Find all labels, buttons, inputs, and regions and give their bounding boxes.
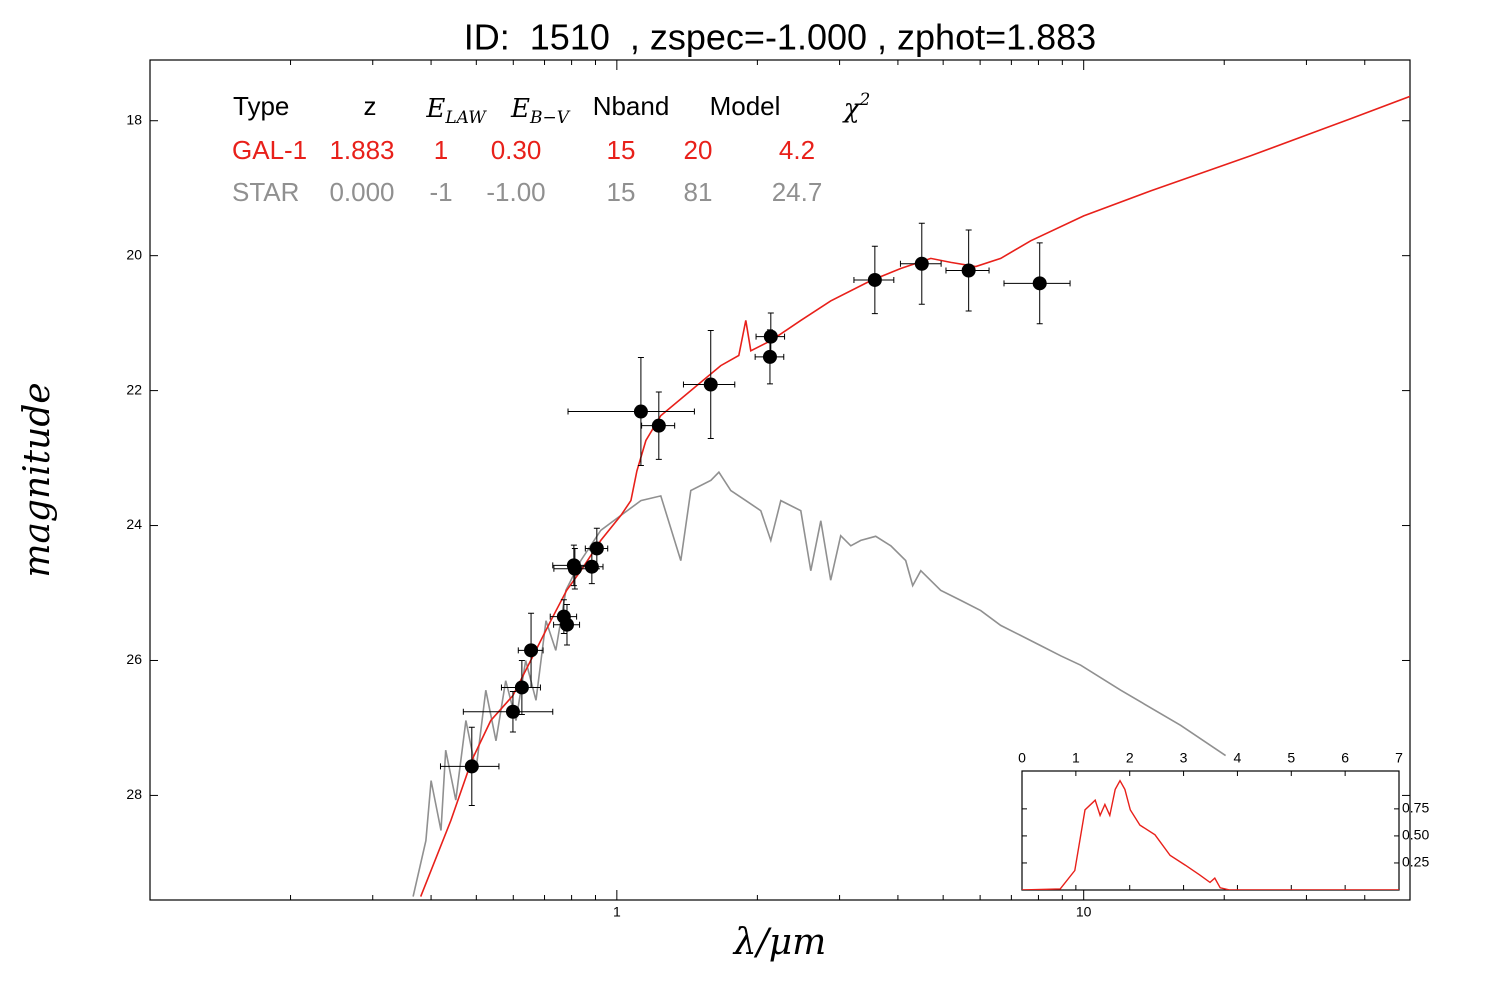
inset-x-tick-label: 4 [1234,750,1242,766]
table-cell: 0.30 [491,135,542,165]
model-line [419,95,1410,897]
plot-frame [149,59,1411,901]
table-cell: 24.7 [772,177,823,207]
table-header: χ2 [842,90,871,125]
table-cell: 20 [684,135,713,165]
inset-y-tick-label: 0.75 [1402,800,1429,816]
data-point [567,561,582,576]
header-subscript: B−V [529,108,571,128]
table-header: Type [233,91,289,121]
y-tick-label: 24 [126,516,142,532]
data-point [584,559,599,574]
inset-y-tick-label: 0.25 [1402,854,1429,870]
table-header: ELAW [425,94,487,128]
header-symbol: χ [842,94,862,124]
table-header: z [364,91,377,121]
data-point [914,256,929,271]
header-subscript: LAW [444,108,487,128]
data-point [961,263,976,278]
data-point [633,404,648,419]
header-symbol: E [425,94,445,124]
table-cell: 1.883 [329,135,394,165]
table-header: Model [710,91,781,121]
model-line [412,470,1227,897]
lines [412,95,1410,897]
table-type: STAR [232,177,299,207]
inset-lines [1022,779,1399,890]
inset-frame [1021,770,1400,891]
table-header: EB−V [510,94,571,128]
table-cell: 15 [607,135,636,165]
table-cell: 81 [684,177,713,207]
header-superscript: 2 [858,90,870,110]
inset-x-tick-label: 0 [1018,750,1026,766]
x-axis-label: λ/μm [732,922,826,963]
header-symbol: E [510,94,530,124]
table-cell: 1 [434,135,448,165]
table-header: Nband [593,91,670,121]
table-cell: -1.00 [486,177,545,207]
data-point [763,329,778,344]
x-error-bar [567,408,695,415]
inset-x-tick-label: 6 [1341,750,1349,766]
x-tick-label: 1 [613,904,621,920]
inset-x-tick-label: 2 [1126,750,1134,766]
data-point [1032,276,1047,291]
y-tick-label: 20 [126,246,142,262]
table-cell: 15 [607,177,636,207]
table-type: GAL-1 [232,135,307,165]
data-point [703,377,718,392]
table-cell: 4.2 [779,135,815,165]
table-cell: 0.000 [329,177,394,207]
data-point [762,349,777,364]
inset-y-tick-label: 0.50 [1402,827,1429,843]
data-point [867,272,882,287]
table-cell: -1 [429,177,452,207]
x-tick-label: 10 [1076,904,1092,920]
data-point [464,759,479,774]
y-tick-label: 22 [126,381,142,397]
data-point [505,704,520,719]
inset-x-tick-label: 1 [1072,750,1080,766]
y-tick-label: 26 [126,651,142,667]
inset-x-tick-label: 3 [1180,750,1188,766]
inset-x-tick-label: 7 [1395,750,1403,766]
data-point [524,643,539,658]
inset-x-tick-label: 5 [1287,750,1295,766]
chart-title: ID: 1510 , zspec=-1.000 , zphot=1.883 [464,17,1096,58]
pdf-line [1022,779,1399,890]
y-axis-label: magnitude [17,382,58,577]
data-point [589,541,604,556]
data-point [559,617,574,632]
y-tick-label: 18 [126,111,142,127]
data-point [514,680,529,695]
y-tick-label: 28 [126,786,142,802]
data-point [651,418,666,433]
